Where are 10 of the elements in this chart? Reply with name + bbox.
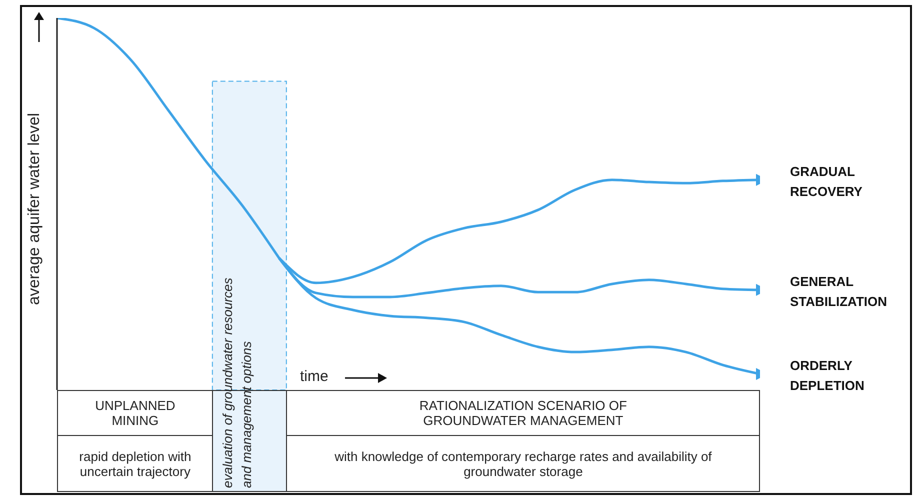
series-label: GENERAL STABILIZATION (790, 274, 888, 309)
text: RATIONALIZATION SCENARIO OF GROUNDWATER MANAGEMENT (287, 391, 759, 436)
text: UNPLANNED MINING (58, 391, 212, 436)
annotation: evaluation of groundwater resources and management options (219, 276, 256, 488)
text: rapid depletion with uncertain trajectory (78, 448, 192, 481)
series-label: GRADUAL RECOVERY (790, 164, 863, 199)
text: with knowledge of contemporary recharge rates and availability of groundwater storage (334, 448, 713, 481)
y-axis-title: average aquifer water level (26, 112, 44, 305)
x-axis-title: time (300, 368, 328, 385)
series-label: ORDERLY DEPLETION (790, 358, 864, 394)
